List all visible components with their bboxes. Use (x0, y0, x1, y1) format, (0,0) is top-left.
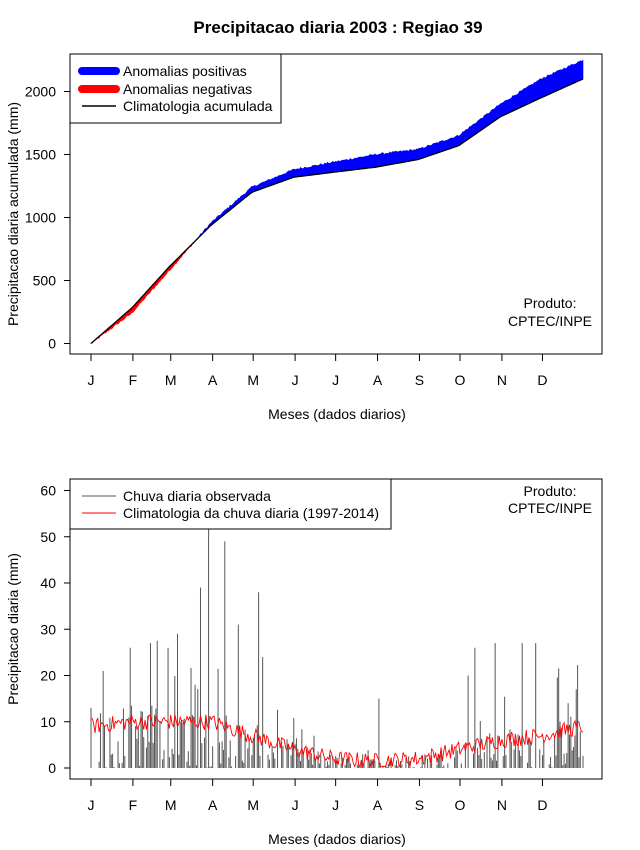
bottom-x-tick-label: F (129, 797, 138, 813)
top-x-tick-label: A (208, 372, 218, 388)
bottom-legend-box (69, 478, 392, 530)
bottom-x-tick-label: D (537, 797, 547, 813)
top-x-tick-label: S (415, 372, 424, 388)
product-label-top-line1: Produto: (524, 295, 577, 311)
climatology-line (90, 78, 584, 344)
daily-chart: 0 10 20 30 40 50 60 J F M A M J J A S O N D Precipitacao … (5, 478, 603, 847)
legend-label-climatology: Climatologia acumulada (123, 98, 273, 114)
top-x-tick-label: J (292, 372, 299, 388)
bottom-x-tick-label: N (497, 797, 507, 813)
bottom-x-tick-label: S (415, 797, 424, 813)
top-y-tick-label: 500 (33, 273, 57, 289)
bottom-x-axis-label: Meses (dados diarios) (268, 831, 406, 847)
bottom-x-tick-label: M (165, 797, 177, 813)
top-legend-box (69, 53, 282, 124)
top-x-tick-label: F (129, 372, 138, 388)
legend-label-positive: Anomalias positivas (123, 63, 247, 79)
bottom-legend: Chuva diaria observada Climatologia da c… (69, 478, 392, 530)
chart-title: Precipitacao diaria 2003 : Regiao 39 (193, 18, 482, 37)
top-x-tick-label: M (247, 372, 259, 388)
top-x-tick-label: N (497, 372, 507, 388)
bottom-x-tick-label: J (292, 797, 299, 813)
top-y-axis: 0 500 1000 1500 2000 (25, 84, 71, 352)
product-label-bottom-line1: Produto: (524, 483, 577, 499)
product-label-bottom-line2: CPTEC/INPE (508, 500, 592, 516)
bottom-y-tick-label: 10 (40, 714, 56, 730)
bottom-y-tick-label: 60 (40, 483, 56, 499)
top-x-tick-label: J (332, 372, 339, 388)
bottom-x-tick-label: J (88, 797, 95, 813)
top-x-tick-label: M (165, 372, 177, 388)
anomaly-segment (581, 59, 584, 80)
bottom-x-tick-label: O (455, 797, 466, 813)
top-y-tick-label: 1000 (25, 210, 56, 226)
top-y-tick-label: 2000 (25, 84, 56, 100)
top-x-tick-label: O (455, 372, 466, 388)
top-x-tick-label: J (88, 372, 95, 388)
bottom-y-axis-label: Precipitacao diaria (mm) (5, 553, 21, 705)
bottom-y-tick-label: 30 (40, 621, 56, 637)
daily-climatology-line-group (91, 714, 584, 769)
legend-label-negative: Anomalias negativas (123, 81, 252, 97)
top-x-axis-label: Meses (dados diarios) (268, 406, 406, 422)
bottom-x-tick-label: A (373, 797, 383, 813)
top-x-tick-label: A (373, 372, 383, 388)
bottom-y-tick-label: 40 (40, 575, 56, 591)
bottom-y-tick-label: 0 (48, 760, 56, 776)
legend-label-observed: Chuva diaria observada (123, 488, 271, 504)
bottom-x-tick-label: A (208, 797, 218, 813)
bottom-y-tick-label: 20 (40, 668, 56, 684)
legend-label-daily-climatology: Climatologia da chuva diaria (1997-2014) (123, 505, 379, 521)
top-y-axis-label: Precipitacao diaria acumulada (mm) (5, 102, 21, 326)
bottom-y-axis: 0 10 20 30 40 50 60 (40, 483, 71, 776)
top-legend: Anomalias positivas Anomalias negativas … (69, 53, 282, 124)
top-x-tick-label: D (537, 372, 547, 388)
climatology-line-group (90, 78, 584, 344)
bottom-y-tick-label: 50 (40, 529, 56, 545)
daily-rain-bars (90, 527, 584, 768)
cumulative-chart: 0 500 1000 1500 2000 J F M A M J J A S O N D Precipitac… (5, 53, 603, 422)
bottom-x-tick-label: J (332, 797, 339, 813)
top-y-tick-label: 0 (48, 336, 56, 352)
product-label-top-line2: CPTEC/INPE (508, 313, 592, 329)
top-y-tick-label: 1500 (25, 147, 56, 163)
daily-climatology-line (91, 714, 584, 769)
bottom-x-tick-label: M (247, 797, 259, 813)
